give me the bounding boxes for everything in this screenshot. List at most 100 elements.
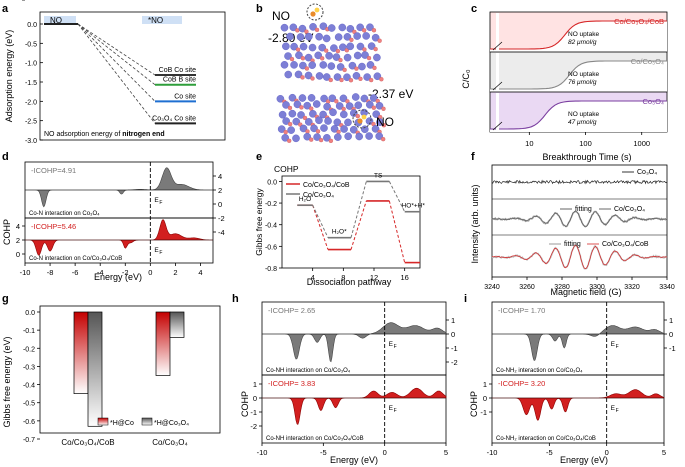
b-o-atom (283, 129, 288, 135)
b-co-atom (303, 132, 312, 141)
b-co-atom (349, 109, 358, 117)
e-legend-label: Co/Co₃O₄ (303, 192, 334, 199)
e-ytick-label: 0.0 (267, 179, 277, 186)
c-under-curve (490, 21, 667, 52)
b-co-atom (304, 53, 313, 62)
b-o-atom (372, 65, 377, 71)
cohp-xtick-label: 4 (198, 268, 202, 277)
b-o-atom (314, 27, 320, 33)
b-co-atom (308, 61, 317, 69)
g-ytick-label: -0.2 (23, 346, 35, 353)
panel-a-starno-tag-bg (142, 16, 182, 24)
b-o-atom (328, 138, 334, 143)
panel-g-plot: 0.0 -0.1 -0.2 -0.3 -0.4 -0.5 -0.6 -0.7 Co/Co₃O₄/… (23, 305, 221, 447)
b-o-atom (318, 137, 324, 143)
panel-d-xlabel: Energy (eV) (94, 272, 142, 282)
a-line-label: CoB B site (163, 77, 196, 84)
g-ytick-label: -0.3 (23, 364, 35, 371)
cohp-bottom-icohp: -ICOHP=5.46 (31, 222, 76, 231)
b-co-atom (294, 70, 303, 79)
b-co-atom (339, 94, 348, 103)
a-line-label: CoB Co site (159, 67, 196, 74)
cohp-ytick-left-label: -2 (13, 0, 20, 2)
c-uptake-label: NO uptake (568, 71, 599, 78)
panel-a-no-tag-bg (44, 16, 76, 24)
e-legend-label: Co/Co₃O₄/CoB (303, 182, 350, 189)
panel-a-yticks: 0.0 -0.5 -1.0 -1.5 -2.0 -2.5 -3.0 (25, 22, 43, 145)
g-legend-label: *H@Co₃O₄ (154, 420, 189, 427)
panel-a-label: a (2, 3, 9, 15)
f-legend-mid-fit: fitting (575, 206, 592, 213)
cohp-ytick-right-label: -2 (451, 358, 458, 367)
b-co-atom (349, 125, 358, 134)
b-o-atom (362, 28, 367, 33)
cohp-ytick-right-label: -1 (451, 344, 458, 353)
b-o-atom (324, 48, 329, 53)
b-co-atom (282, 101, 290, 109)
panel-b-bottom-o-atom (361, 114, 367, 120)
b-co-atom (334, 133, 342, 141)
c-breakthrough-curve (490, 100, 667, 130)
e-connector (350, 200, 367, 250)
b-co-atom (288, 109, 297, 118)
g-bar (155, 311, 171, 376)
b-o-atom (369, 77, 374, 83)
b-co-atom (335, 102, 344, 110)
cohp-ef-bottom-sub: F (159, 250, 162, 256)
b-o-atom (339, 77, 344, 83)
b-co-atom (289, 23, 298, 32)
g-ytick-label: -0.1 (23, 328, 35, 335)
b-o-atom (335, 48, 341, 54)
b-co-atom (315, 116, 323, 125)
a-connector (77, 23, 156, 102)
c-xtick-label: 100 (579, 139, 592, 148)
b-co-atom (322, 34, 331, 43)
panel-a-ylabel: Adsorption energy (eV) (4, 30, 14, 123)
panel-e-label: e (256, 151, 262, 163)
g-legend-swatch-red (97, 417, 109, 426)
b-co-atom (319, 110, 327, 119)
cohp-xtick-label: -10 (20, 268, 31, 277)
b-co-atom (299, 61, 307, 70)
b-co-atom (295, 51, 303, 60)
cohp-ef-bottom: E (154, 247, 159, 254)
panel-b-bottom-n-atom (357, 118, 363, 124)
cohp-ytick-left-label: 2 (16, 236, 20, 245)
b-o-atom (300, 56, 306, 61)
b-co-atom (369, 94, 378, 102)
b-co-atom (292, 117, 301, 126)
cohp-ytick-left-label: -1 (480, 408, 487, 417)
b-co-atom (320, 94, 328, 103)
cohp-ytick-right-label: 0 (218, 200, 222, 209)
b-o-atom (289, 56, 295, 62)
b-co-atom (287, 126, 295, 134)
b-co-atom (277, 125, 286, 133)
b-co-atom (365, 100, 374, 109)
cohp-top-icohp: -ICOHP= 2.65 (268, 306, 315, 315)
panel-e-plot: 4 8 12 16 0.0 -0.2 -0.4 -0.6 -0.8 Co/Co₃O₄/CoB Co/… (265, 172, 425, 282)
b-o-atom (371, 105, 376, 110)
c-uptake-value: 76 μmol/g (568, 79, 597, 86)
b-o-atom (300, 75, 305, 80)
g-bar (73, 311, 89, 394)
b-co-atom (310, 124, 318, 133)
b-co-atom (355, 132, 363, 141)
c-axis-break (496, 93, 499, 131)
c-break-mark (492, 121, 503, 131)
a-ytick-label: -0.5 (25, 41, 37, 48)
b-co-atom (319, 61, 328, 69)
cohp-xtick-label: -10 (257, 448, 268, 457)
b-co-atom (354, 101, 363, 110)
b-co-atom (366, 23, 374, 32)
e-state-label: H₂O (299, 196, 311, 203)
f-xtick-label: 3260 (519, 284, 535, 291)
b-o-atom (336, 129, 341, 135)
cohp-ef-top-sub: F (394, 344, 397, 350)
b-o-atom (287, 138, 292, 143)
b-co-atom (309, 110, 317, 118)
panel-b-top-n-atom (310, 11, 316, 17)
b-co-atom (313, 133, 321, 141)
panel-i-label: i (464, 293, 467, 305)
